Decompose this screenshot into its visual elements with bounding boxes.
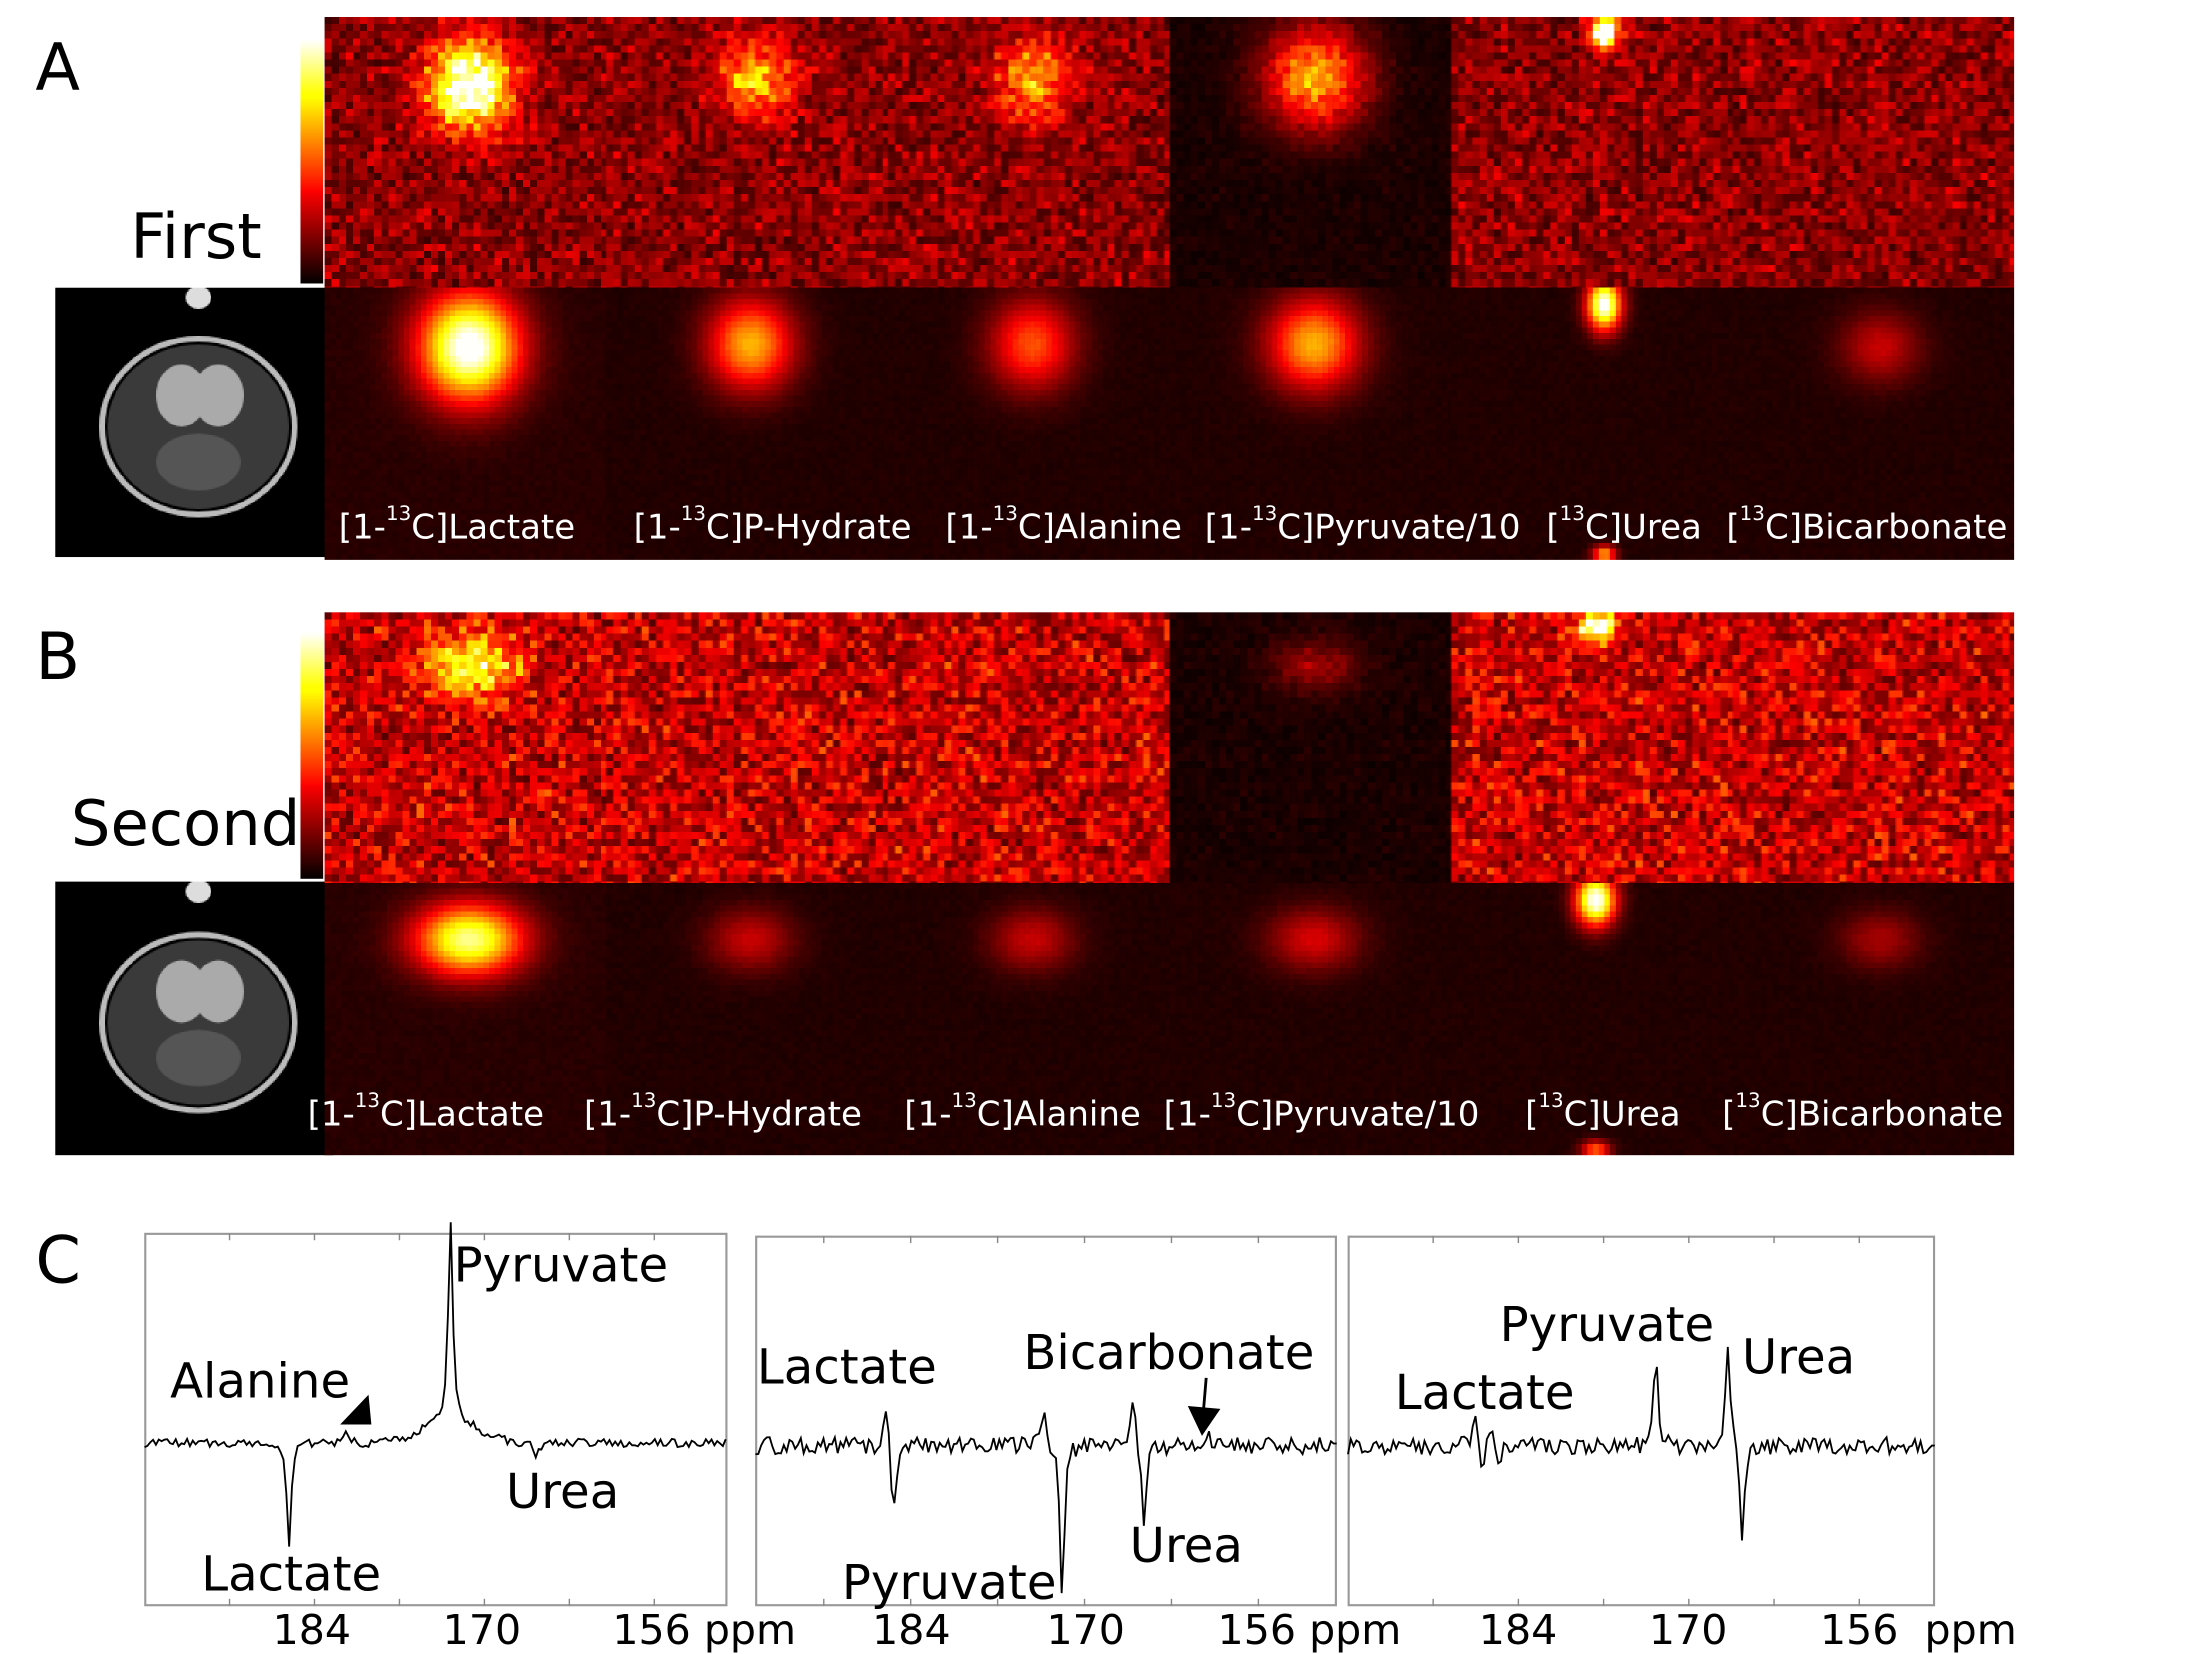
label-pre: [ — [1726, 507, 1740, 548]
metabolite-label: [13C]Bicarbonate — [1726, 505, 2008, 548]
label-pre: [ — [1525, 1094, 1539, 1134]
label-sup: 13 — [1251, 503, 1278, 526]
annotation-urea: Urea — [1741, 1329, 1856, 1387]
label-post: C]Lactate — [411, 507, 576, 548]
annotation-bicarbonate: Bicarbonate — [1023, 1325, 1315, 1382]
arrow-down-icon — [1187, 1377, 1221, 1436]
label-sup: 13 — [1210, 1089, 1237, 1113]
metabolite-label: [13C]Urea — [1525, 1091, 1681, 1134]
label-post: C]Urea — [1584, 507, 1702, 548]
annotation-pyruvate: Pyruvate — [841, 1554, 1057, 1612]
panel-letter-c: C — [35, 1221, 81, 1299]
annotation-lactate: Lactate — [756, 1339, 937, 1397]
tick-label: 184 — [272, 1605, 352, 1654]
arrowhead-icon — [340, 1394, 372, 1425]
label-sup: 13 — [680, 503, 707, 526]
metabolite-label: [1-13C]P-Hydrate — [633, 505, 912, 548]
label-post: C]Bicarbonate — [1760, 1094, 2004, 1134]
metabolite-label: [1-13C]Lactate — [338, 505, 576, 548]
label-pre: [1- — [904, 1094, 952, 1134]
metabolite-label: [1-13C]Pyruvate/10 — [1204, 505, 1521, 548]
label-pre: [1- — [307, 1094, 355, 1134]
metabolite-label: [1-13C]Alanine — [904, 1091, 1141, 1134]
annotation-pyruvate: Pyruvate — [453, 1237, 669, 1295]
metabolite-label: [13C]Bicarbonate — [1722, 1091, 2004, 1134]
label-pre: [ — [1546, 507, 1560, 548]
label-sup: 13 — [1739, 503, 1765, 526]
label-sup: 13 — [354, 1089, 381, 1113]
tick-label: 170 — [1648, 1605, 1728, 1654]
label-sup: 13 — [1538, 1089, 1564, 1113]
annotation-urea: Urea — [1129, 1518, 1243, 1575]
colorbar — [300, 39, 324, 284]
annotation-alanine: Alanine — [170, 1353, 351, 1411]
plot-frame — [144, 1232, 728, 1607]
mri-anatomical-image — [55, 287, 334, 558]
tick-label: 170 — [442, 1605, 522, 1654]
metabolite-label: [1-13C]P-Hydrate — [583, 1091, 862, 1134]
label-post: C]Alanine — [976, 1094, 1141, 1134]
tick-label: 184 — [872, 1605, 951, 1654]
colorbar — [300, 632, 324, 879]
label-pre: [1- — [583, 1094, 632, 1134]
label-post: C]Pyruvate/10 — [1236, 1094, 1480, 1134]
row-label-second: Second — [70, 788, 301, 861]
label-pre: [1- — [633, 507, 681, 548]
metabolite-label: [13C]Urea — [1546, 505, 1702, 548]
label-post: C]Bicarbonate — [1764, 507, 2008, 548]
label-pre: [1- — [1204, 507, 1252, 548]
annotation-pyruvate: Pyruvate — [1499, 1296, 1715, 1354]
metabolite-label: [1-13C]Lactate — [307, 1091, 545, 1134]
spectrum-line — [144, 1222, 727, 1547]
metabolite-maps-panel-a — [324, 17, 2015, 560]
label-post: C]Urea — [1563, 1094, 1681, 1134]
label-sup: 13 — [631, 1089, 657, 1113]
label-sup: 13 — [992, 503, 1018, 526]
tick-label: 184 — [1478, 1605, 1558, 1654]
tick-label: 170 — [1046, 1605, 1125, 1654]
label-pre: [1- — [338, 507, 386, 548]
spectrum-2 — [755, 1235, 1337, 1607]
label-sup: 13 — [1559, 503, 1585, 526]
spectrum-1 — [144, 1222, 728, 1607]
annotation-lactate: Lactate — [201, 1546, 382, 1604]
plot-frame — [755, 1235, 1337, 1607]
panel-letter-b: B — [35, 617, 81, 695]
metabolite-maps-panel-b — [324, 612, 2015, 1156]
label-sup: 13 — [385, 503, 412, 526]
label-pre: [1- — [945, 507, 993, 548]
annotation-lactate: Lactate — [1394, 1364, 1575, 1422]
label-post: C]Alanine — [1017, 507, 1182, 548]
mri-anatomical-image — [55, 881, 334, 1156]
tick-label: 156 ppm — [1819, 1605, 2017, 1654]
spectrum-line — [755, 1402, 1337, 1594]
annotation-urea: Urea — [506, 1464, 620, 1521]
label-post: C]Pyruvate/10 — [1277, 507, 1521, 548]
label-post: C]P-Hydrate — [706, 507, 912, 548]
plot-frame — [1347, 1235, 1936, 1607]
label-sup: 13 — [951, 1089, 977, 1113]
metabolite-label: [1-13C]Pyruvate/10 — [1163, 1091, 1480, 1134]
spectrum-line — [1347, 1346, 1935, 1541]
panel-letter-a: A — [35, 28, 81, 105]
label-sup: 13 — [1735, 1089, 1761, 1113]
label-post: C]Lactate — [380, 1094, 545, 1134]
row-label-first: First — [130, 201, 262, 274]
spectrum-3 — [1347, 1235, 1936, 1607]
label-pre: [ — [1722, 1094, 1736, 1134]
tick-label: 156 ppm — [1217, 1605, 1402, 1654]
metabolite-label: [1-13C]Alanine — [945, 505, 1182, 548]
label-post: C]P-Hydrate — [656, 1094, 862, 1134]
tick-label: 156 ppm — [612, 1605, 797, 1654]
label-pre: [1- — [1163, 1094, 1211, 1134]
